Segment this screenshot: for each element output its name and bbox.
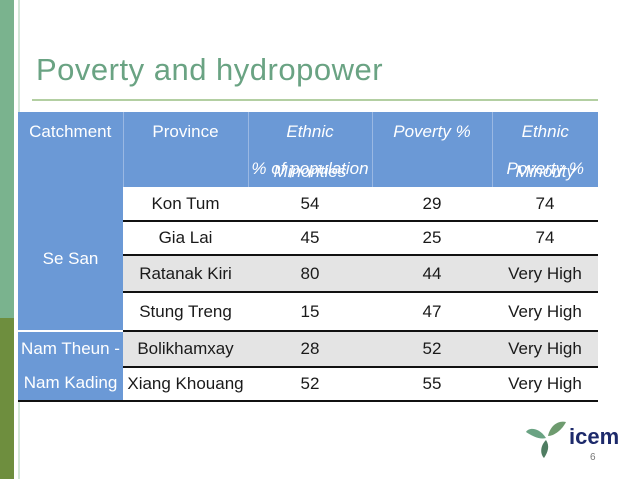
table-row: Stung Treng 15 47 Very High xyxy=(18,292,598,332)
province-cell: Xiang Khouang xyxy=(123,367,248,402)
table-row: Se San Kon Tum 54 29 74 xyxy=(18,187,598,332)
stripe-bottom xyxy=(0,318,14,479)
header-ethnic-minority-poverty: Ethnic Minority Poverty % xyxy=(492,112,598,187)
poverty-cell: 47 xyxy=(372,292,492,332)
poverty-cell: 25 xyxy=(372,221,492,256)
ethnic-poverty-cell: Very High xyxy=(492,255,598,293)
ethnic-cell: 15 xyxy=(248,292,372,332)
logo-text: icem xyxy=(569,424,620,449)
table-row: Nam Theun - Nam Kading Bolikhamxay 28 52… xyxy=(18,331,598,402)
province-cell: Kon Tum xyxy=(123,187,248,222)
header-ethnic-minorities: Ethnic Minorities % of population xyxy=(248,112,373,187)
header-province: Province xyxy=(123,112,249,187)
poverty-cell: 55 xyxy=(372,367,492,402)
slide-title: Poverty and hydropower xyxy=(36,52,384,87)
poverty-cell: 29 xyxy=(372,187,492,222)
header-poverty: Poverty % xyxy=(372,112,493,187)
title-underline xyxy=(32,99,598,101)
ethnic-poverty-cell: 74 xyxy=(492,187,598,222)
province-cell: Ratanak Kiri xyxy=(123,255,248,293)
ethnic-cell: 45 xyxy=(248,221,372,256)
stripe-top xyxy=(0,0,14,318)
catchment-se-san: Se San xyxy=(18,187,123,332)
ethnic-cell: 52 xyxy=(248,367,372,402)
catchment-nam-theun-nam-kading: Nam Theun - Nam Kading xyxy=(18,331,123,402)
ethnic-cell: 54 xyxy=(248,187,372,222)
header-catchment: Catchment xyxy=(18,112,124,187)
left-accent-stripe xyxy=(0,0,14,479)
ethnic-poverty-cell: Very High xyxy=(492,367,598,402)
table-row: Gia Lai 45 25 74 xyxy=(18,221,598,256)
poverty-table: Catchment Province Ethnic Minorities % o… xyxy=(18,112,598,402)
table-row: Ratanak Kiri 80 44 Very High xyxy=(18,255,598,293)
table-header-row: Catchment Province Ethnic Minorities % o… xyxy=(18,112,598,187)
poverty-cell: 44 xyxy=(372,255,492,293)
ethnic-cell: 80 xyxy=(248,255,372,293)
province-cell: Gia Lai xyxy=(123,221,248,256)
icem-leaf-logo-icon xyxy=(526,421,566,458)
page-number: 6 xyxy=(590,452,596,463)
province-cell: Bolikhamxay xyxy=(123,331,248,369)
ethnic-poverty-cell: 74 xyxy=(492,221,598,256)
province-cell: Stung Treng xyxy=(123,292,248,332)
ethnic-cell: 28 xyxy=(248,331,372,369)
ethnic-poverty-cell: Very High xyxy=(492,331,598,369)
ethnic-poverty-cell: Very High xyxy=(492,292,598,332)
table-row: Xiang Khouang 52 55 Very High xyxy=(18,367,598,402)
poverty-cell: 52 xyxy=(372,331,492,369)
